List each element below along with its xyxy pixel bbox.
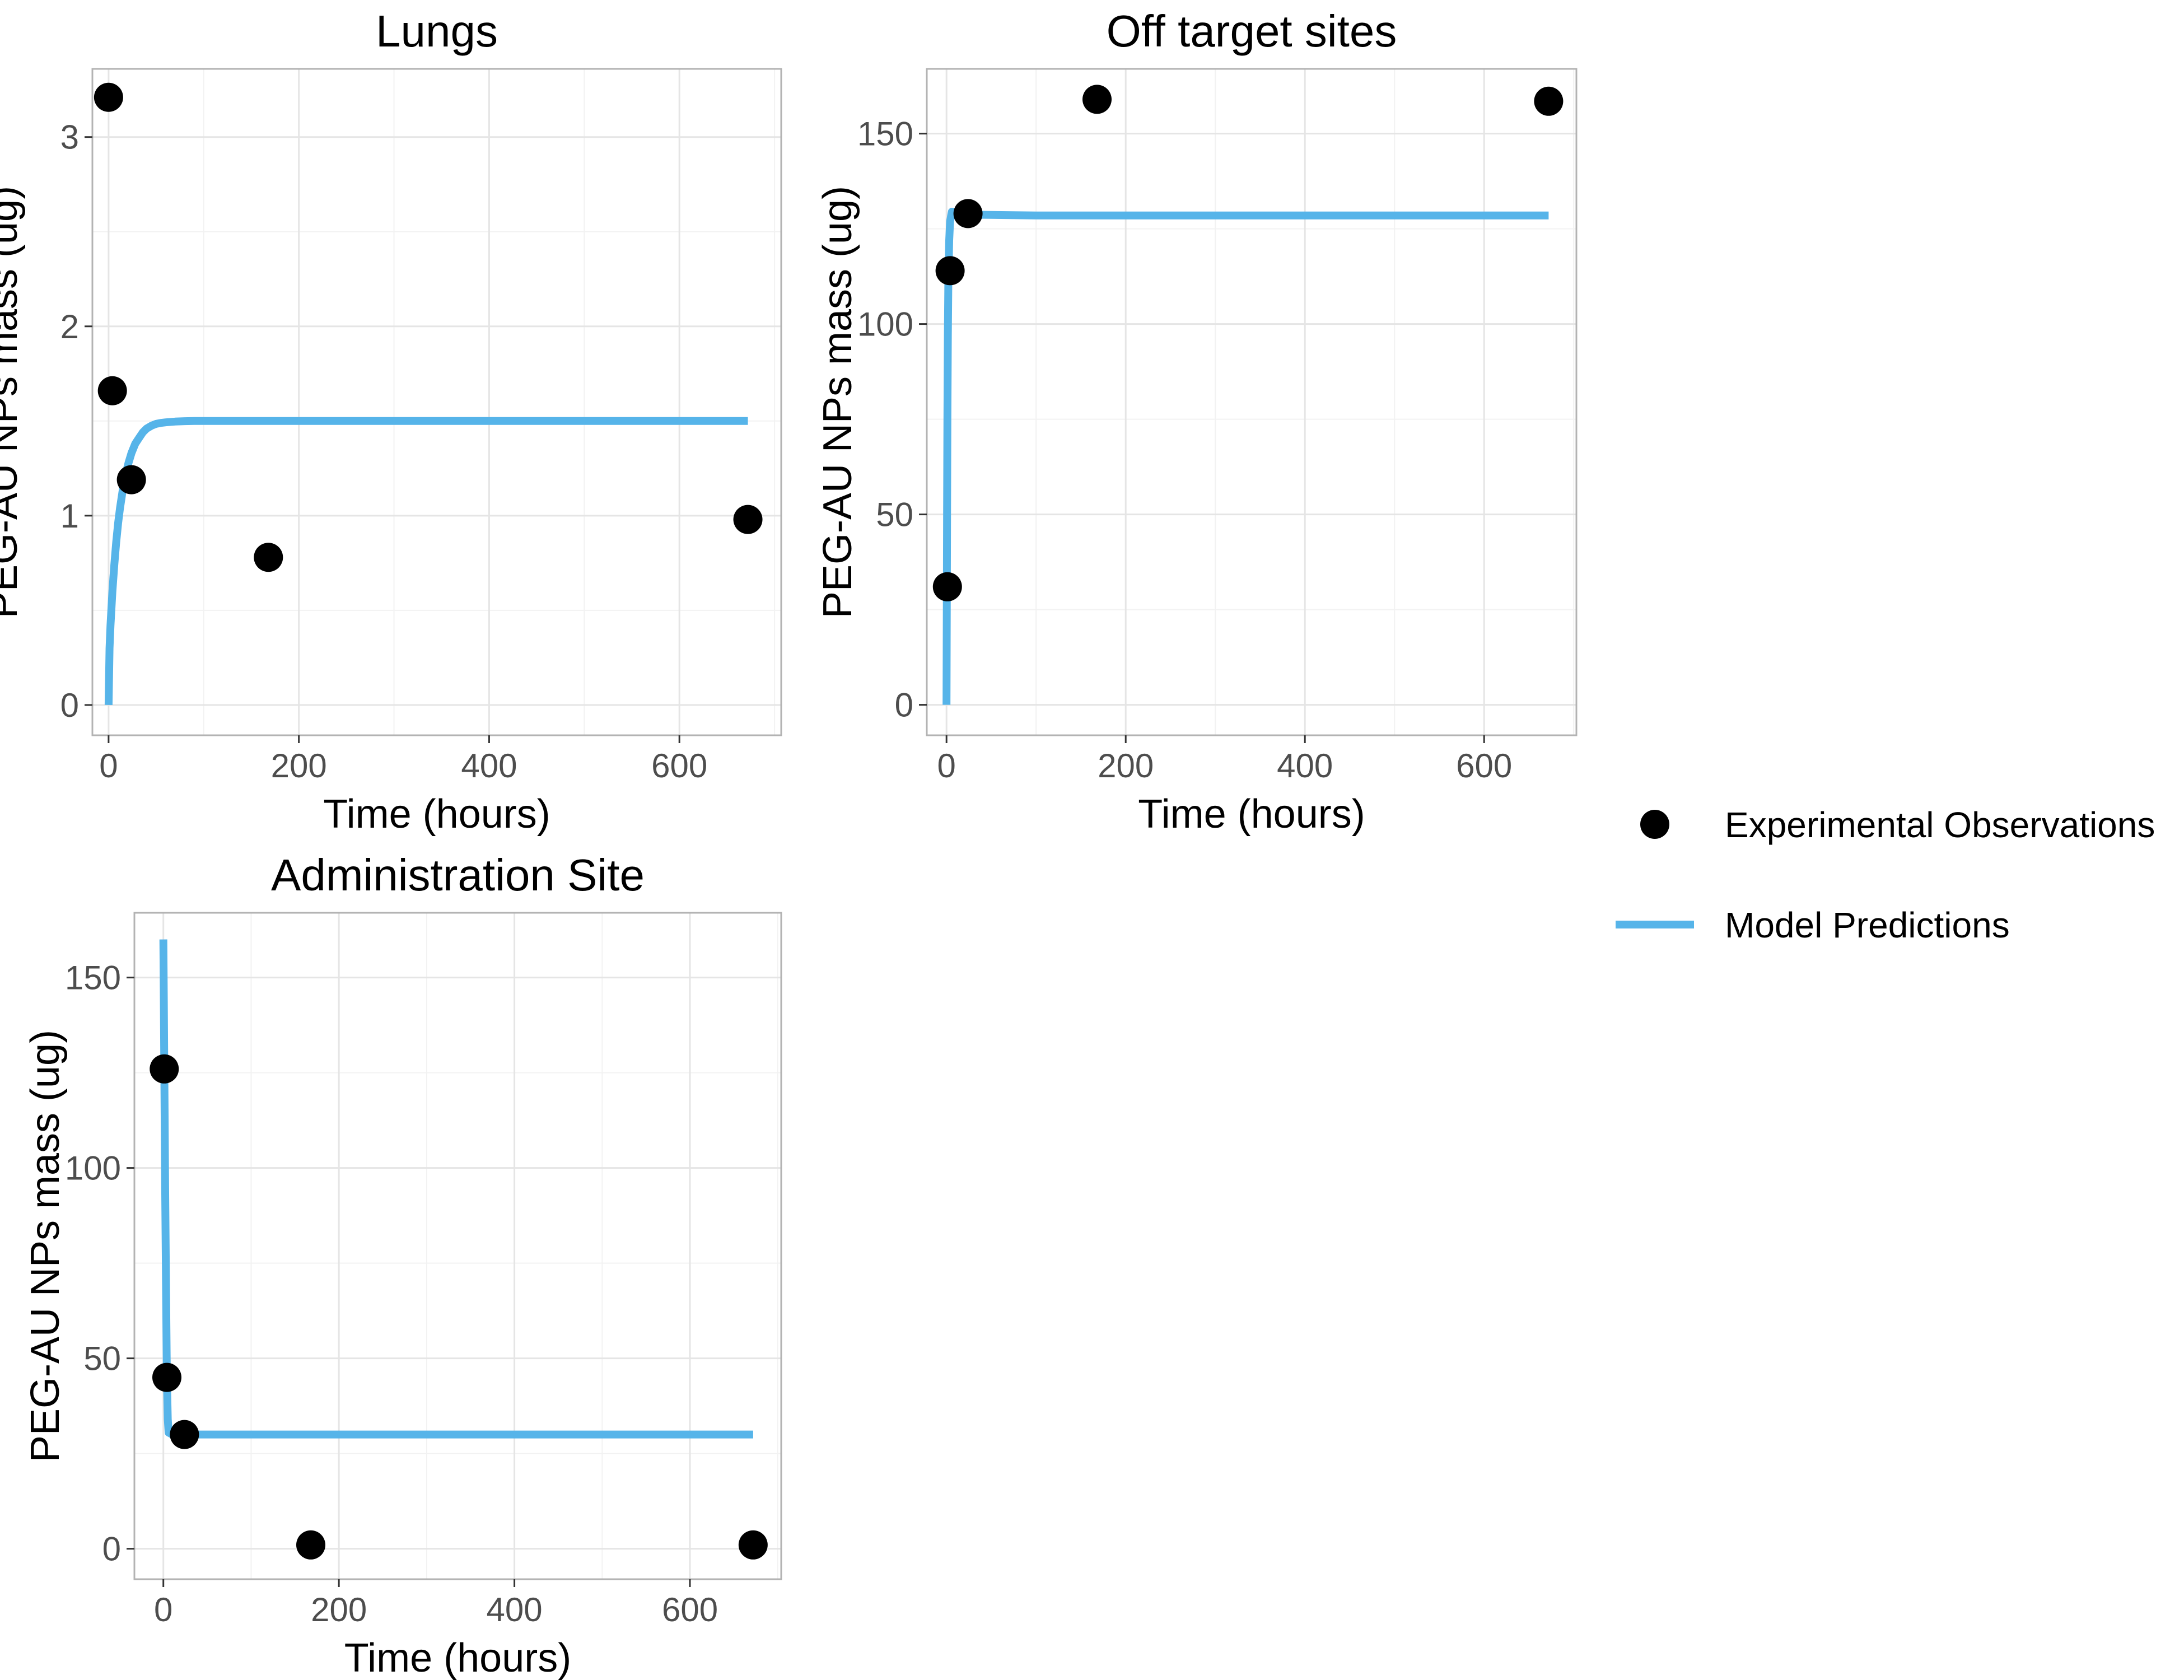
- lungs-y-tick-label: 1: [60, 497, 79, 535]
- off-target-sites-y-tick-label: 150: [857, 115, 913, 153]
- off-target-sites-observation-point: [932, 572, 962, 601]
- lungs-x-tick-label: 0: [99, 747, 118, 785]
- lungs-x-tick-label: 200: [271, 747, 327, 785]
- legend: Experimental Observations Model Predicti…: [1616, 805, 2155, 945]
- administration-site-y-tick-label: 50: [83, 1340, 121, 1378]
- off-target-sites-y-tick-label: 0: [895, 687, 913, 724]
- administration-site-title: Administration Site: [271, 850, 645, 900]
- off-target-sites-title: Off target sites: [1107, 6, 1397, 56]
- administration-site-observation-point: [150, 1054, 179, 1084]
- off-target-sites-y-tick-label: 50: [876, 496, 913, 534]
- administration-site-observation-point: [170, 1420, 199, 1449]
- lungs-y-axis-title: PEG-AU NPs mass (ug): [0, 186, 26, 618]
- administration-site-x-tick-label: 0: [154, 1591, 172, 1628]
- lungs-observation-point: [94, 82, 123, 112]
- off-target-sites-y-tick-label: 100: [857, 306, 913, 343]
- administration-site-x-tick-label: 600: [662, 1591, 718, 1628]
- off-target-sites-x-tick-label: 600: [1456, 747, 1512, 785]
- legend-predictions-label: Model Predictions: [1725, 905, 2010, 945]
- panel-lungs: 0 200 400 600 0 1 2 3 Lungs Time (hours) PEG-AU NP…: [0, 6, 782, 837]
- off-target-sites-y-axis-title: PEG-AU NPs mass (ug): [815, 186, 860, 618]
- administration-site-prediction-line: [159, 939, 753, 1439]
- lungs-observation-point: [97, 376, 127, 405]
- administration-site-observation-point: [152, 1362, 181, 1392]
- lungs-observation-point: [733, 505, 763, 534]
- legend-observations-label: Experimental Observations: [1725, 805, 2155, 845]
- lungs-title: Lungs: [376, 6, 498, 56]
- panel-off-target-sites: 0 200 400 600 0 50 100 150 Off target sites Time …: [815, 6, 1578, 837]
- off-target-sites-prediction-line: [942, 208, 1549, 705]
- administration-site-observation-point: [738, 1530, 768, 1560]
- administration-site-y-tick-label: 150: [65, 959, 121, 997]
- administration-site-x-tick-label: 200: [311, 1591, 367, 1628]
- lungs-panel-border: [91, 68, 782, 736]
- administration-site-x-axis-title: Time (hours): [344, 1636, 571, 1680]
- lungs-y-tick-label: 0: [60, 687, 79, 724]
- administration-site-y-tick-label: 0: [102, 1530, 121, 1568]
- lungs-x-tick-label: 600: [651, 747, 707, 785]
- off-target-sites-observation-point: [1534, 86, 1564, 116]
- administration-site-panel-border: [133, 912, 782, 1580]
- administration-site-x-tick-label: 400: [487, 1591, 543, 1628]
- administration-site-observation-point: [296, 1530, 325, 1560]
- panel-administration-site: 0 200 400 600 0 50 100 150 Administration Site Ti…: [23, 850, 782, 1680]
- lungs-y-tick-label: 3: [60, 119, 79, 156]
- off-target-sites-observation-point: [1082, 85, 1112, 114]
- off-target-sites-x-axis-title: Time (hours): [1138, 792, 1365, 837]
- lungs-observation-point: [254, 543, 283, 572]
- off-target-sites-x-tick-label: 200: [1098, 747, 1154, 785]
- lungs-y-tick-label: 2: [60, 308, 79, 346]
- off-target-sites-observation-point: [953, 199, 983, 228]
- lungs-prediction-line: [104, 417, 748, 706]
- legend-observations-key: [1640, 810, 1669, 839]
- administration-site-y-axis-title: PEG-AU NPs mass (ug): [23, 1030, 68, 1462]
- lungs-x-axis-title: Time (hours): [323, 792, 550, 837]
- off-target-sites-x-tick-label: 400: [1277, 747, 1333, 785]
- off-target-sites-panel-border: [926, 68, 1578, 736]
- off-target-sites-observation-point: [935, 256, 965, 286]
- lungs-x-tick-label: 400: [461, 747, 517, 785]
- administration-site-y-tick-label: 100: [65, 1150, 121, 1187]
- lungs-observation-point: [116, 465, 146, 494]
- off-target-sites-x-tick-label: 0: [937, 747, 956, 785]
